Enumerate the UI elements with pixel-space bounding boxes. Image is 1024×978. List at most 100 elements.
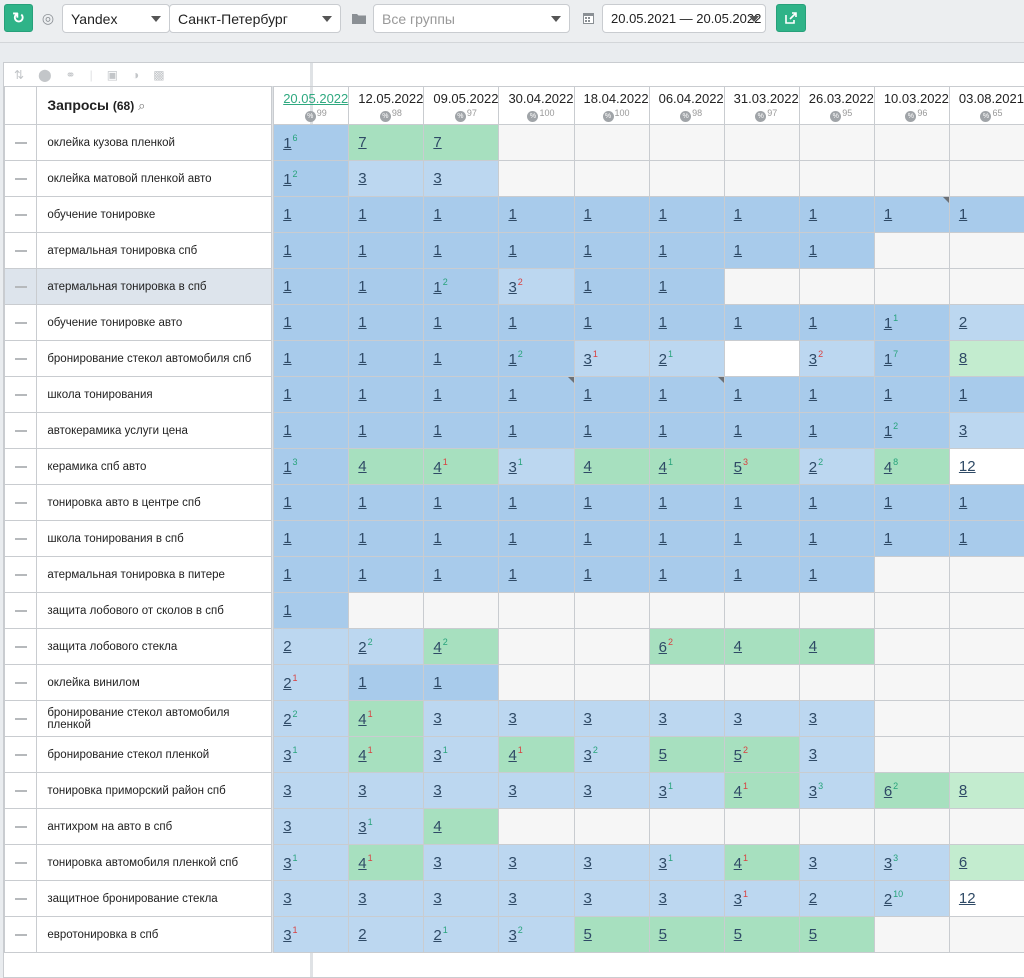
position-link[interactable]: 2 [283,675,291,692]
position-cell[interactable]: 1 [274,305,349,341]
position-cell[interactable]: 5 [799,917,874,953]
position-cell[interactable]: 4 [574,449,649,485]
position-cell[interactable]: 1 [274,233,349,269]
position-cell[interactable]: 3 [574,701,649,737]
position-cell[interactable]: 3 [424,701,499,737]
position-cell[interactable]: 31 [424,737,499,773]
position-link[interactable]: 3 [584,890,592,907]
position-link[interactable]: 1 [584,494,592,511]
position-cell[interactable]: 1 [574,377,649,413]
position-cell[interactable]: 1 [724,377,799,413]
position-link[interactable]: 3 [508,854,516,871]
position-link[interactable]: 1 [283,135,291,152]
position-link[interactable]: 1 [283,242,291,259]
row-toggle[interactable] [5,197,37,233]
search-engine-select[interactable]: Yandex [62,4,170,33]
position-cell[interactable]: 3 [424,161,499,197]
position-link[interactable]: 1 [283,530,291,547]
position-link[interactable]: 1 [283,494,291,511]
position-link[interactable]: 1 [508,530,516,547]
position-link[interactable]: 12 [959,458,976,475]
position-cell[interactable]: 1 [424,197,499,233]
position-cell[interactable]: 3 [649,881,724,917]
position-link[interactable]: 3 [584,710,592,727]
position-cell[interactable]: 1 [349,269,424,305]
position-cell[interactable]: 17 [874,341,949,377]
position-cell[interactable]: 41 [349,701,424,737]
position-cell[interactable]: 3 [424,773,499,809]
position-link[interactable]: 3 [809,783,817,800]
position-link[interactable]: 6 [659,639,667,656]
position-link[interactable]: 1 [358,350,366,367]
position-link[interactable]: 3 [809,710,817,727]
position-cell[interactable]: 1 [499,377,574,413]
position-cell[interactable]: 1 [424,341,499,377]
position-link[interactable]: 1 [734,206,742,223]
position-link[interactable]: 1 [283,171,291,188]
position-cell[interactable]: 1 [799,557,874,593]
position-link[interactable]: 3 [659,710,667,727]
position-link[interactable]: 3 [508,782,516,799]
row-toggle[interactable] [5,413,37,449]
position-link[interactable]: 1 [358,494,366,511]
position-cell[interactable]: 4 [799,629,874,665]
date-column-header[interactable]: 18.04.2022%100 [574,87,649,125]
position-cell[interactable]: 41 [349,845,424,881]
position-link[interactable]: 4 [358,747,366,764]
position-link[interactable]: 1 [734,494,742,511]
position-link[interactable]: 4 [734,855,742,872]
position-cell[interactable]: 1 [649,233,724,269]
position-cell[interactable]: 1 [424,665,499,701]
position-link[interactable]: 1 [734,314,742,331]
position-link[interactable]: 1 [584,530,592,547]
position-link[interactable]: 3 [584,747,592,764]
position-cell[interactable]: 42 [424,629,499,665]
position-cell[interactable]: 21 [424,917,499,953]
position-cell[interactable]: 22 [274,701,349,737]
position-cell[interactable]: 3 [649,701,724,737]
position-link[interactable]: 4 [884,459,892,476]
position-cell[interactable]: 1 [799,233,874,269]
position-link[interactable]: 1 [283,314,291,331]
position-link[interactable]: 2 [884,891,892,908]
position-link[interactable]: 1 [584,566,592,583]
position-link[interactable]: 1 [508,242,516,259]
position-cell[interactable]: 1 [724,557,799,593]
position-link[interactable]: 3 [283,818,291,835]
position-link[interactable]: 1 [659,278,667,295]
date-column-header[interactable]: 12.05.2022%98 [349,87,424,125]
position-link[interactable]: 4 [433,818,441,835]
position-cell[interactable]: 1 [274,521,349,557]
position-cell[interactable]: 1 [349,341,424,377]
position-link[interactable]: 1 [959,530,967,547]
position-cell[interactable]: 1 [574,557,649,593]
position-cell[interactable]: 31 [274,845,349,881]
position-cell[interactable]: 12 [274,161,349,197]
position-cell[interactable]: 1 [274,269,349,305]
position-link[interactable]: 1 [508,314,516,331]
position-cell[interactable]: 3 [274,773,349,809]
position-link[interactable]: 1 [433,386,441,403]
position-cell[interactable]: 1 [649,413,724,449]
position-cell[interactable]: 210 [874,881,949,917]
position-link[interactable]: 3 [433,170,441,187]
row-toggle[interactable] [5,881,37,917]
position-cell[interactable]: 1 [574,521,649,557]
position-link[interactable]: 1 [433,530,441,547]
row-toggle[interactable] [5,593,37,629]
row-toggle[interactable] [5,125,37,161]
position-link[interactable]: 3 [433,782,441,799]
row-toggle[interactable] [5,773,37,809]
position-cell[interactable]: 1 [349,557,424,593]
position-link[interactable]: 3 [659,783,667,800]
position-link[interactable]: 1 [433,350,441,367]
position-link[interactable]: 2 [809,890,817,907]
position-cell[interactable]: 1 [949,377,1024,413]
export-button[interactable] [776,4,806,32]
position-cell[interactable]: 31 [274,737,349,773]
position-link[interactable]: 6 [884,783,892,800]
row-toggle[interactable] [5,665,37,701]
position-link[interactable]: 5 [659,746,667,763]
position-link[interactable]: 3 [659,890,667,907]
position-cell[interactable]: 41 [424,449,499,485]
